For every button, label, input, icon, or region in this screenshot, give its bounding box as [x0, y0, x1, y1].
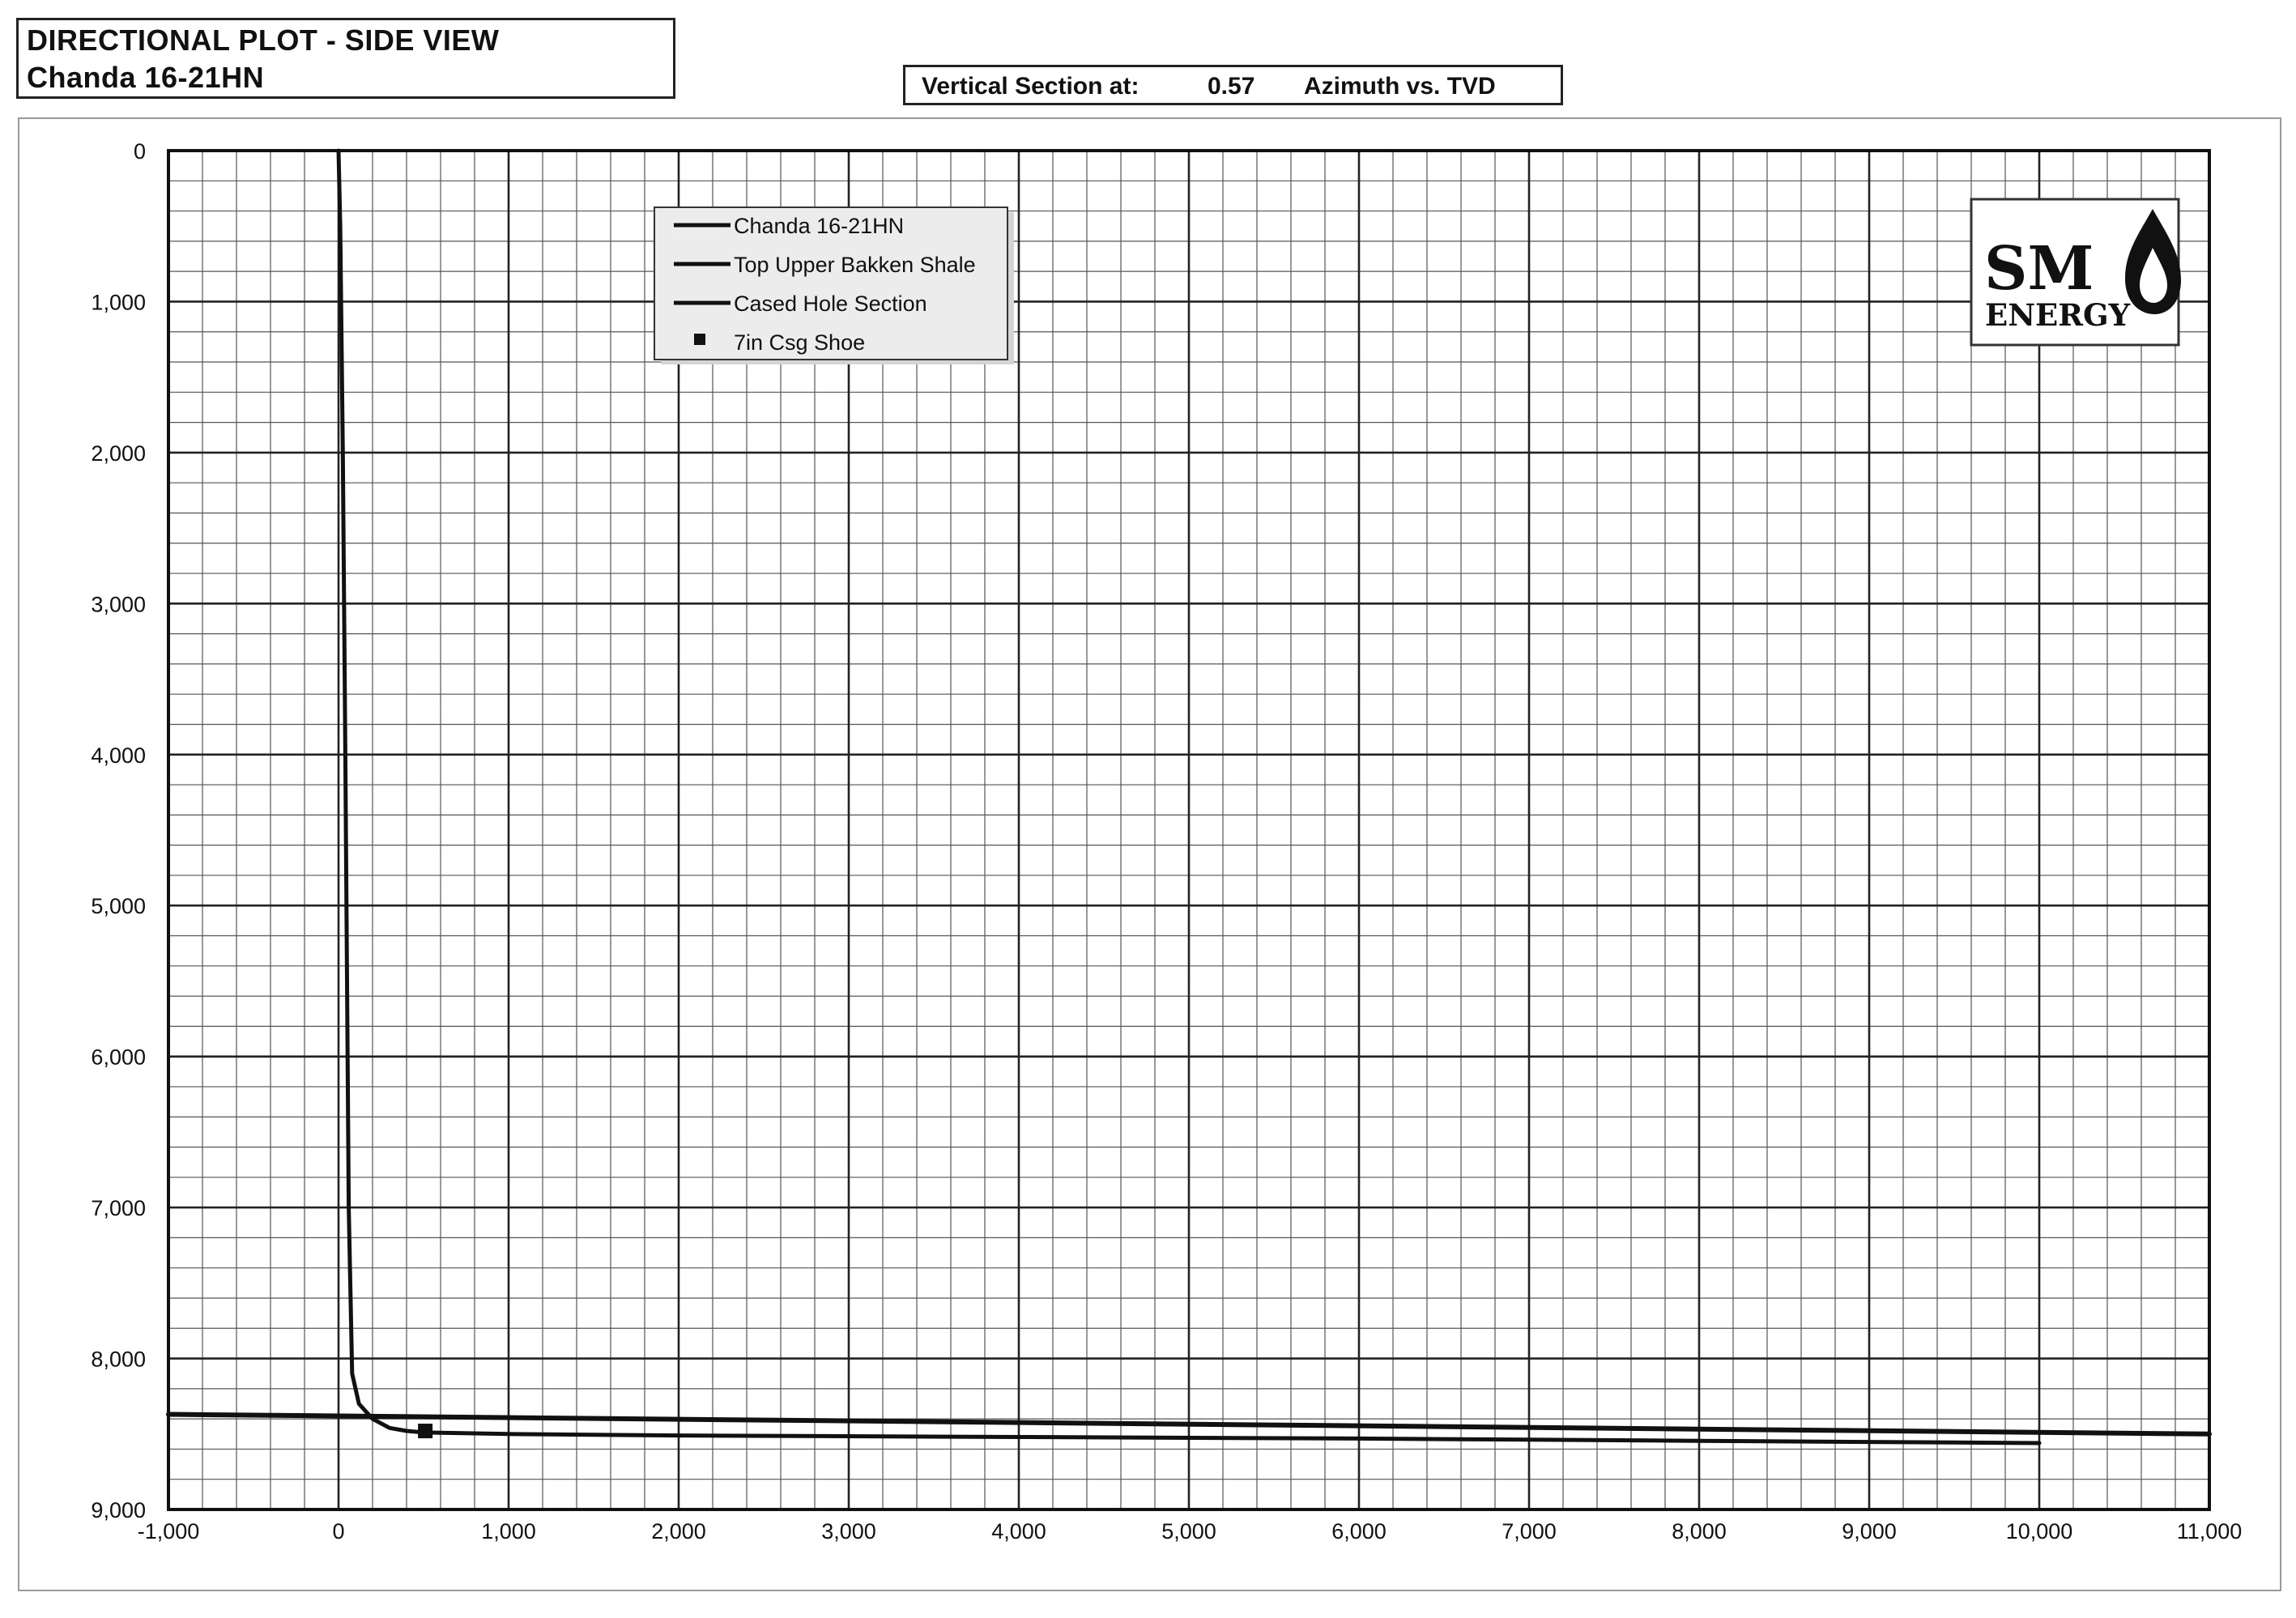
- flame-icon: [2125, 209, 2181, 314]
- legend-label-series-2: Top Upper Bakken Shale: [734, 253, 976, 277]
- y-tick-label: 1,000: [91, 290, 146, 314]
- title-box: DIRECTIONAL PLOT - SIDE VIEW Chanda 16-2…: [16, 18, 675, 99]
- y-tick-label: 5,000: [91, 894, 146, 918]
- y-tick-label: 3,000: [91, 592, 146, 616]
- y-tick-label: 9,000: [91, 1498, 146, 1522]
- x-tick-label: 3,000: [821, 1519, 876, 1543]
- series-line-3: [337, 149, 425, 1434]
- legend-box: [654, 207, 1008, 360]
- legend-swatch-marker: [694, 334, 705, 345]
- logo-border: [1970, 198, 2180, 347]
- y-tick-label: 4,000: [91, 743, 146, 768]
- logo-energy-text: ENERGY: [1985, 297, 2131, 333]
- x-tick-label: 2,000: [651, 1519, 706, 1543]
- legend-label-series-1: Chanda 16-21HN: [734, 214, 904, 238]
- plot-title: DIRECTIONAL PLOT - SIDE VIEW: [27, 23, 500, 57]
- legend-label-series-3: Cased Hole Section: [734, 292, 927, 316]
- y-tick-label: 7,000: [91, 1196, 146, 1220]
- x-tick-label: 6,000: [1331, 1519, 1387, 1543]
- vertical-section-label: Vertical Section at:: [922, 73, 1139, 100]
- legend: Chanda 16-21HN Top Upper Bakken Shale Ca…: [654, 207, 1014, 364]
- y-tick-label: 6,000: [91, 1045, 146, 1070]
- plot-frame: [18, 117, 2281, 1591]
- y-tick-label: 8,000: [91, 1348, 146, 1372]
- series-layer: [166, 148, 2212, 1446]
- x-tick-label: 0: [332, 1519, 344, 1543]
- well-name: Chanda 16-21HN: [27, 61, 265, 94]
- vertical-section-suffix: Azimuth vs. TVD: [1304, 73, 1496, 100]
- x-tick-label: 1,000: [481, 1519, 536, 1543]
- x-tick-label: 11,000: [2177, 1519, 2243, 1543]
- logo-sm-text: SM: [1984, 234, 2094, 304]
- x-tick-label: -1,000: [138, 1519, 200, 1543]
- grid-major: [167, 149, 2211, 1511]
- vertical-section-value: 0.57: [1208, 73, 1255, 100]
- sm-energy-logo: SM ENERGY: [1970, 198, 2181, 347]
- y-tick-label: 2,000: [91, 441, 146, 466]
- series-line-2: [166, 1411, 2212, 1437]
- x-tick-label: 7,000: [1502, 1519, 1557, 1543]
- csg-shoe-marker: [418, 1424, 433, 1439]
- x-tick-label: 5,000: [1161, 1519, 1216, 1543]
- y-tick-label: 0: [134, 139, 146, 164]
- legend-label-series-4: 7in Csg Shoe: [734, 330, 865, 355]
- vertical-section-box: Vertical Section at: 0.57 Azimuth vs. TV…: [903, 65, 1563, 105]
- axis-labels: -1,000 0 1,000 2,000 3,000 4,000 5,000 6,000 7,0…: [91, 139, 2242, 1543]
- x-tick-label: 4,000: [991, 1519, 1046, 1543]
- x-tick-label: 8,000: [1672, 1519, 1727, 1543]
- x-tick-label: 9,000: [1842, 1519, 1897, 1543]
- x-tick-label: 10,000: [2006, 1519, 2073, 1543]
- plot-area-border: [167, 149, 2211, 1511]
